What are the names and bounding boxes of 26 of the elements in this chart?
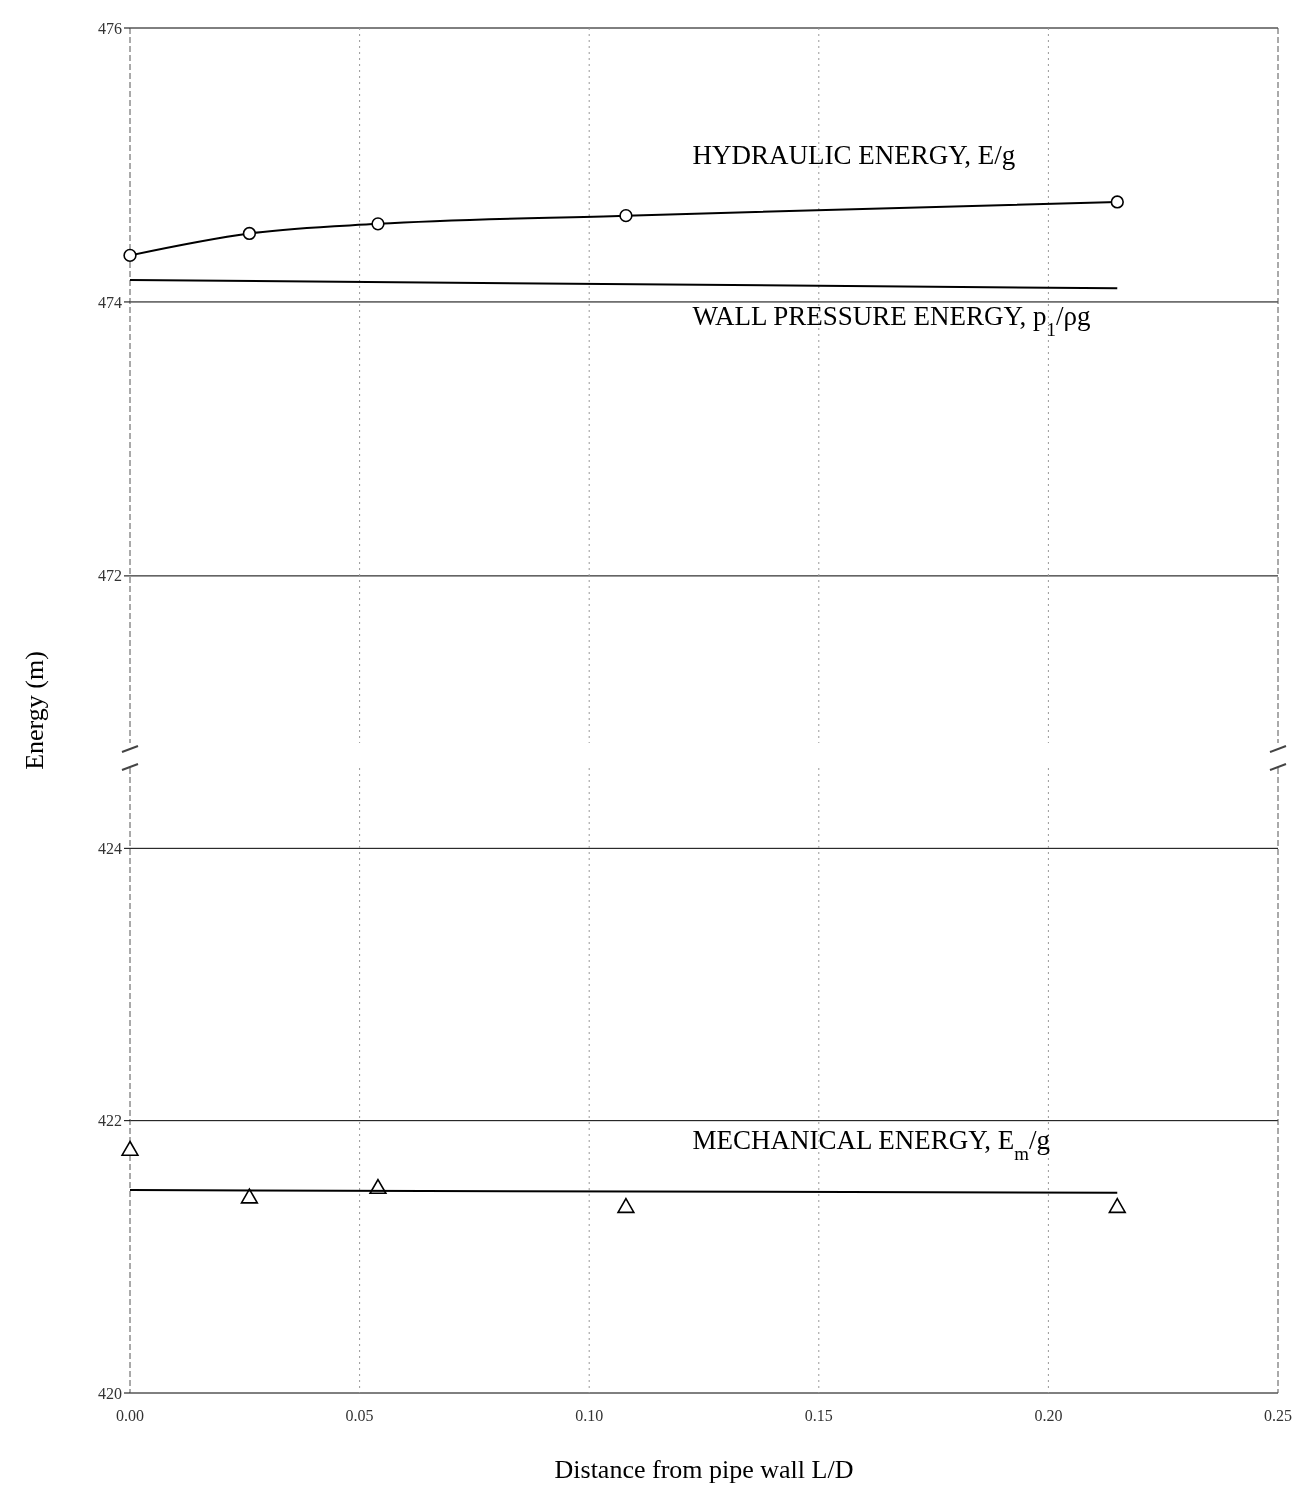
x-tick-label: 0.25 [1264, 1407, 1292, 1424]
y-tick-label: 422 [98, 1112, 122, 1130]
annotation: HYDRAULIC ENERGY, E/g [692, 139, 1016, 170]
point [619, 209, 633, 223]
annotation: WALL PRESSURE ENERGY, p$_{1}$/ρg [692, 300, 1091, 340]
x-tick-label: 0.15 [804, 1407, 833, 1424]
y-tick-label: 474 [98, 293, 122, 311]
y-tick-label: 476 [98, 19, 122, 37]
point [240, 1188, 259, 1204]
x-tick-label: 0.00 [116, 1407, 144, 1424]
y-tick-label: 420 [98, 1384, 122, 1402]
x-tick-label: 0.20 [1034, 1407, 1063, 1424]
x-tick-label: 0.10 [575, 1407, 604, 1424]
x-tick-label: 0.05 [345, 1407, 374, 1424]
point [617, 1197, 635, 1214]
y-tick-label: 472 [98, 567, 122, 585]
x-axis-title: Distance from pipe wall L/D [554, 1455, 854, 1484]
point [242, 226, 257, 241]
y-tick-label: 424 [98, 839, 122, 857]
point [371, 217, 385, 231]
point [123, 248, 137, 263]
point [1110, 195, 1124, 209]
annotation: MECHANICAL ENERGY, E$_{m}$/g [692, 1125, 1050, 1164]
point [121, 1140, 139, 1156]
point [1108, 1197, 1126, 1214]
y-axis-title: Energy (m) [20, 651, 49, 770]
